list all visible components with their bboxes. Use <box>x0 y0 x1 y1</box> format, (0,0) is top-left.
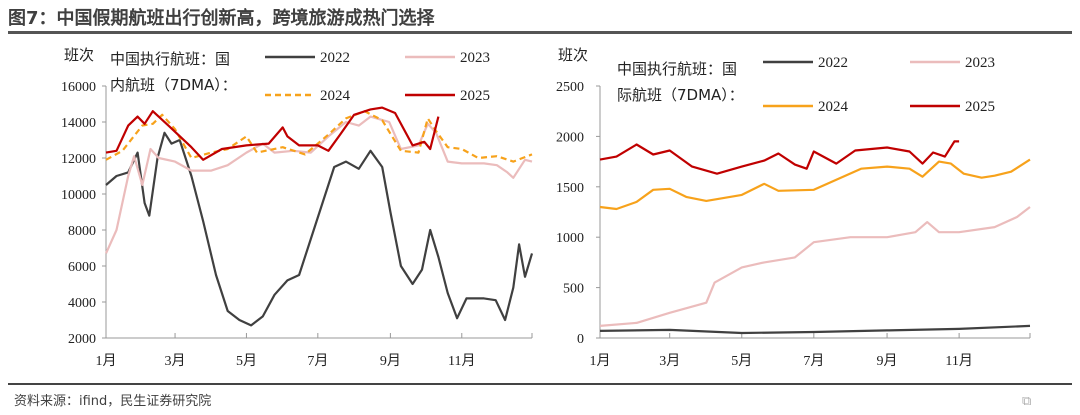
series-line-2025 <box>105 106 440 161</box>
x-tick-label: 1月 <box>590 353 611 369</box>
x-tick-label: 11月 <box>945 353 972 369</box>
series-line-2024 <box>599 158 1031 211</box>
legend-label-2023: 2023 <box>965 55 995 71</box>
legend-label-2024: 2024 <box>320 88 351 104</box>
y-tick-label: 16000 <box>61 80 96 95</box>
y-tick-label: 10000 <box>61 188 96 203</box>
x-tick-label: 9月 <box>380 353 401 369</box>
y-tick-label: 6000 <box>68 260 96 275</box>
series-line-2022 <box>105 131 534 327</box>
figure-title: 图7：中国假期航班出行创新高，跨境旅游成热门选择 <box>8 7 436 29</box>
y-axis-label: 班次 <box>64 46 94 64</box>
series-line-2024 <box>105 110 533 163</box>
x-tick-label: 5月 <box>731 353 752 369</box>
chart-title-line: 内航班（7DMA）： <box>110 76 237 94</box>
legend-label-2023: 2023 <box>460 50 490 66</box>
y-tick-label: 500 <box>563 282 584 297</box>
y-axis-label: 班次 <box>558 46 588 64</box>
y-tick-label: 2000 <box>556 130 584 145</box>
title-rule <box>8 31 1072 34</box>
y-tick-label: 4000 <box>68 296 96 311</box>
y-tick-label: 14000 <box>61 116 96 131</box>
series-line-2023 <box>599 206 1031 327</box>
chart-title-line: 际航班（7DMA）： <box>617 86 744 104</box>
x-tick-label: 7月 <box>307 353 328 369</box>
x-tick-label: 7月 <box>803 353 824 369</box>
y-tick-label: 2000 <box>68 332 96 347</box>
series-line-2022 <box>599 324 1031 335</box>
chart-title-line: 中国执行航班：国 <box>617 60 737 78</box>
x-tick-label: 3月 <box>165 353 186 369</box>
source-note: 资料来源：ifind，民生证券研究院 <box>14 393 211 409</box>
y-tick-label: 12000 <box>61 152 96 167</box>
watermark-logo: ⧉ <box>1022 394 1031 409</box>
x-tick-label: 9月 <box>877 353 898 369</box>
international-flights-chart: 0 500 1000 1500 2000 2500 1月 3月 5月 7月 9月 11月 班次中国执行航… <box>556 46 1031 369</box>
x-tick-label: 3月 <box>659 353 680 369</box>
chart-title-line: 中国执行航班：国 <box>110 50 230 68</box>
footer-rule <box>8 383 1072 385</box>
series-line-2023 <box>104 115 533 254</box>
legend-label-2025: 2025 <box>965 99 995 115</box>
legend-label-2025: 2025 <box>460 88 490 104</box>
y-tick-label: 0 <box>577 332 584 347</box>
y-tick-label: 1000 <box>556 231 584 246</box>
legend-label-2024: 2024 <box>818 99 849 115</box>
legend-label-2022: 2022 <box>320 50 350 66</box>
series-line-2025 <box>599 140 960 175</box>
domestic-flights-chart: 2000 4000 6000 8000 10000 12000 14000 16000 1月 3月… <box>61 46 534 369</box>
x-tick-label: 1月 <box>96 353 117 369</box>
y-tick-label: 8000 <box>68 224 96 239</box>
legend-label-2022: 2022 <box>818 55 848 71</box>
y-tick-label: 1500 <box>556 181 584 196</box>
x-tick-label: 5月 <box>236 353 257 369</box>
y-tick-label: 2500 <box>556 80 584 95</box>
x-tick-label: 11月 <box>448 353 475 369</box>
